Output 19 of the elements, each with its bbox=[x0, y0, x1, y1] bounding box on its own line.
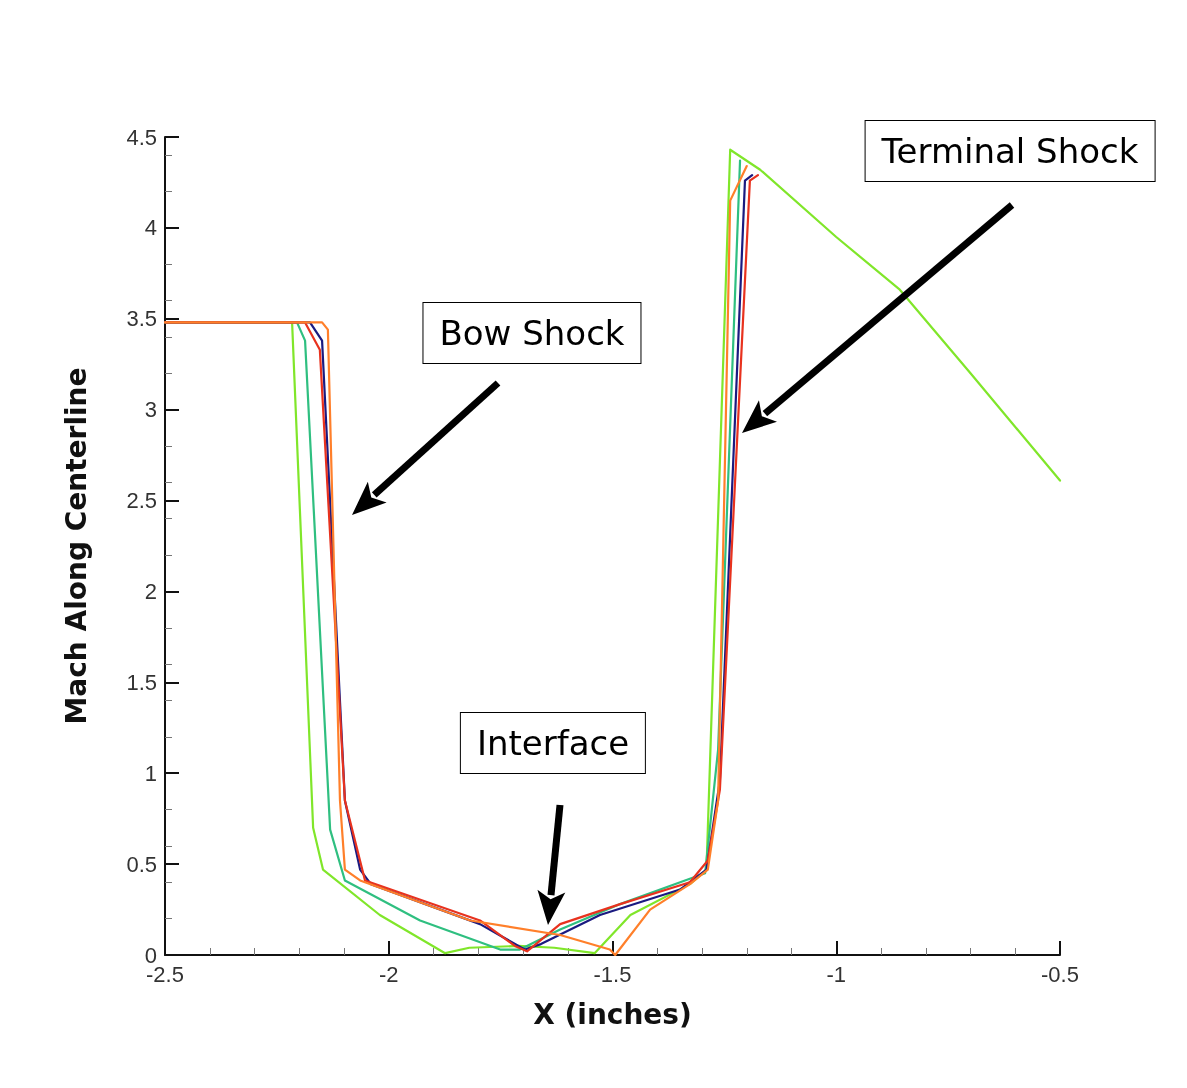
y-tick-label: 2.5 bbox=[126, 488, 157, 514]
y-tick-label: 4.5 bbox=[126, 124, 157, 150]
y-tick-label: 3 bbox=[144, 397, 157, 423]
annotation: Terminal Shock bbox=[864, 120, 1156, 182]
annotation: Interface bbox=[459, 712, 647, 774]
y-tick-label: 4 bbox=[144, 215, 157, 241]
y-tick-label: 0.5 bbox=[126, 851, 157, 877]
x-tick-label: -0.5 bbox=[1041, 961, 1079, 987]
y-tick-label: 0 bbox=[144, 942, 157, 968]
x-tick-label: -1 bbox=[826, 961, 847, 987]
y-tick-label: 1.5 bbox=[126, 669, 157, 695]
annotation: Bow Shock bbox=[422, 302, 642, 364]
x-tick-label: -1.5 bbox=[593, 961, 632, 987]
x-axis-title: X (inches) bbox=[533, 997, 692, 1031]
x-tick-label: -2 bbox=[378, 961, 399, 987]
y-tick-label: 1 bbox=[144, 760, 157, 786]
y-tick-label: 3.5 bbox=[126, 306, 157, 332]
y-tick-label: 2 bbox=[144, 578, 157, 604]
y-axis-title: Mach Along Centerline bbox=[59, 367, 93, 725]
